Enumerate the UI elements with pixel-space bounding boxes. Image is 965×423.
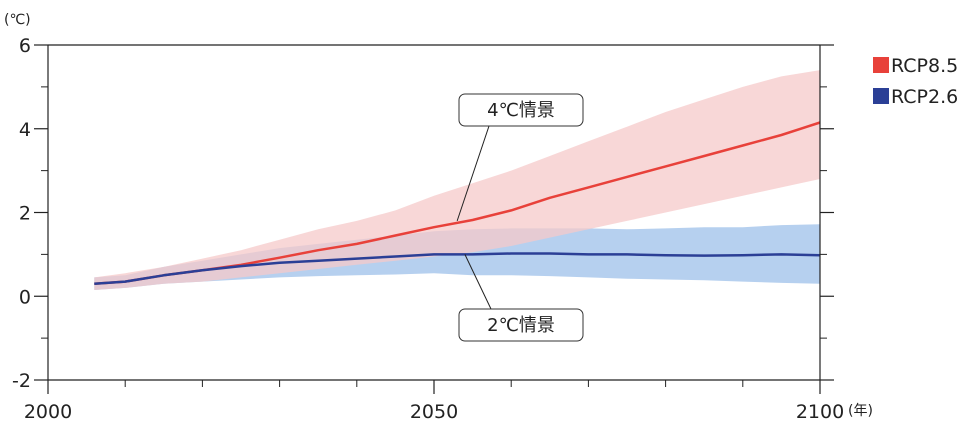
callout-leader [464, 254, 492, 310]
band-rcp85 [94, 70, 821, 290]
x-tick-label: 2000 [24, 401, 72, 423]
series-lines [94, 121, 821, 285]
line-rcp26 [94, 252, 821, 285]
y-unit-label: (℃) [4, 12, 31, 28]
uncertainty-bands [94, 70, 821, 290]
y-tick-label: 2 [19, 203, 31, 225]
callout-leader [456, 125, 490, 222]
x-unit-label: (年) [848, 403, 873, 419]
x-tick-label: 2050 [410, 401, 458, 423]
legend-label-rcp85: RCP8.5 [891, 55, 958, 77]
callouts: 4℃情景 2℃情景 [456, 93, 584, 342]
callout-label: 4℃情景 [487, 100, 555, 121]
y-tick-label: 0 [19, 286, 31, 308]
y-tick-label: -2 [12, 370, 31, 392]
callout-box [458, 308, 584, 342]
callout-label: 2℃情景 [487, 315, 555, 336]
ticks: -2 0 2 4 6 2000 2050 2100 [12, 35, 844, 423]
legend-swatch-rcp85 [873, 57, 889, 73]
x-tick-label: 2100 [796, 401, 844, 423]
y-tick-label: 6 [19, 35, 31, 57]
callout-box [458, 93, 584, 127]
legend: RCP8.5 RCP2.6 [873, 55, 958, 108]
y-tick-label: 4 [19, 119, 31, 141]
legend-swatch-rcp26 [873, 88, 889, 104]
legend-label-rcp26: RCP2.6 [891, 86, 958, 108]
